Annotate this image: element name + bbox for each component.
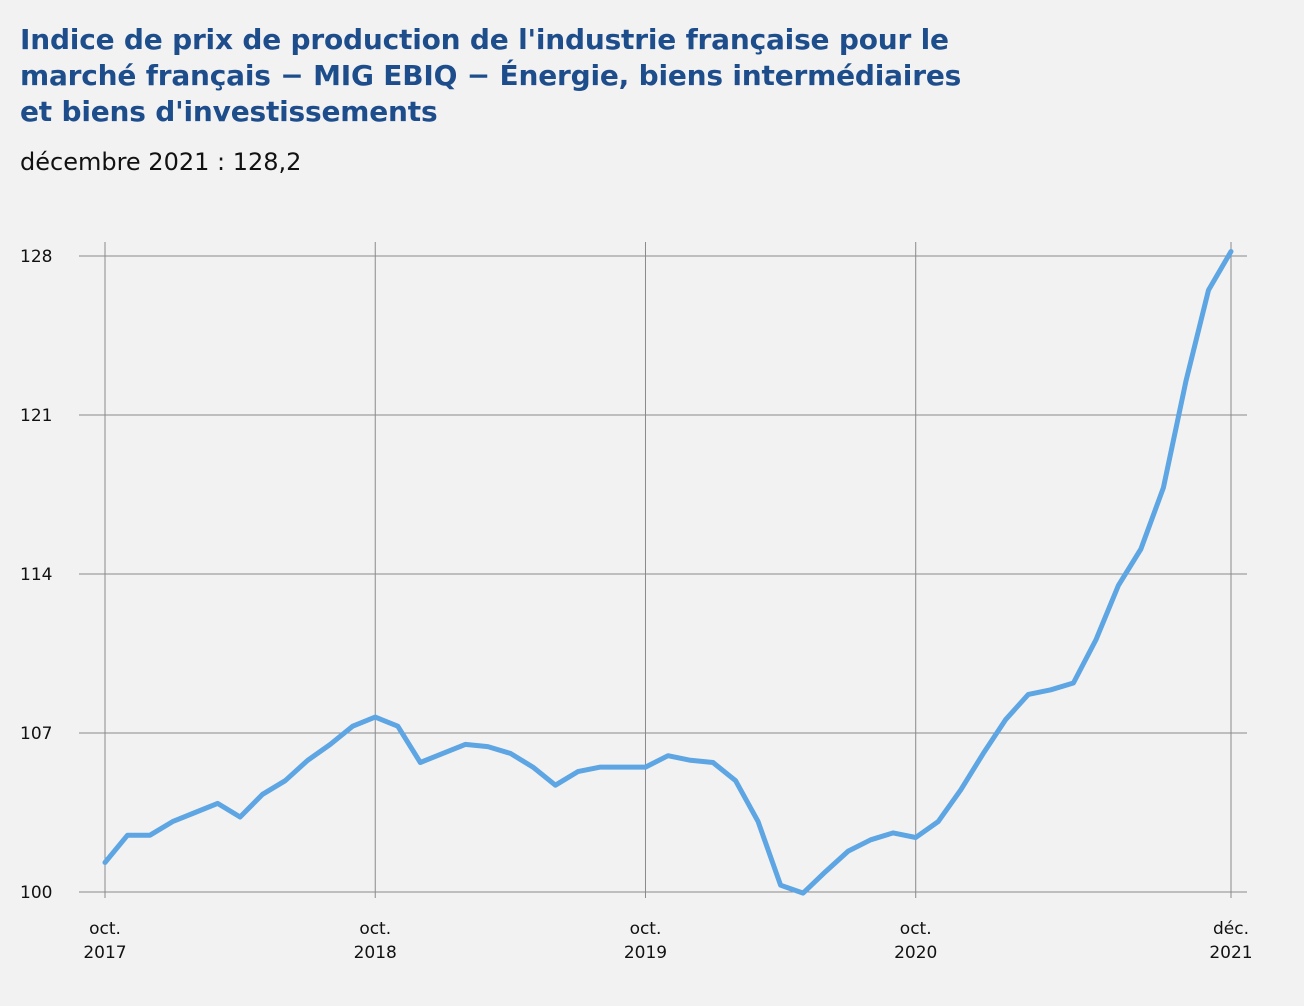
chart-subtitle: décembre 2021 : 128,2 bbox=[20, 148, 302, 176]
x-tick-label-year: 2019 bbox=[624, 943, 667, 963]
y-tick-label: 114 bbox=[20, 565, 52, 585]
series-line bbox=[102, 249, 1234, 896]
y-tick-labels: 100 107 114 121 128 bbox=[20, 247, 52, 903]
x-tick-label-month: déc. bbox=[1213, 919, 1249, 939]
x-tick-label-year: 2020 bbox=[894, 943, 937, 963]
x-tick-label-month: oct. bbox=[359, 919, 391, 939]
y-tick-label: 107 bbox=[20, 724, 52, 744]
y-tick-label: 121 bbox=[20, 406, 52, 426]
y-tick-label: 100 bbox=[20, 883, 52, 903]
x-gridlines bbox=[104, 242, 1232, 898]
x-tick-label-year: 2017 bbox=[83, 943, 126, 963]
x-tick-label-year: 2018 bbox=[354, 943, 397, 963]
x-tick-labels: oct. 2017 oct. 2018 oct. 2019 oct. 2020 déc. 2021 bbox=[83, 919, 1252, 963]
x-tick-label-month: oct. bbox=[89, 919, 121, 939]
y-tick-label: 128 bbox=[20, 247, 52, 267]
y-gridlines bbox=[79, 255, 1247, 893]
chart-title: Indice de prix de production de l'indust… bbox=[20, 23, 962, 128]
x-tick-label-year: 2021 bbox=[1209, 943, 1252, 963]
x-tick-label-month: oct. bbox=[630, 919, 662, 939]
x-tick-label-month: oct. bbox=[900, 919, 932, 939]
